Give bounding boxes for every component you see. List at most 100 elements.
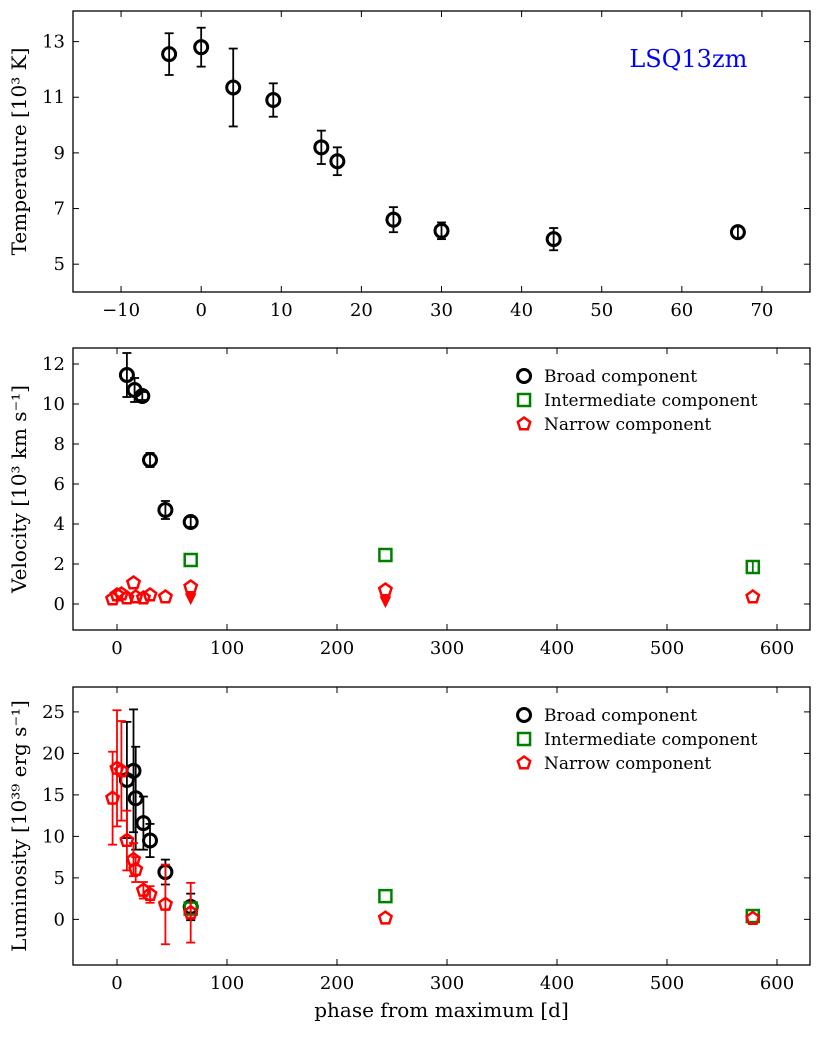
temperature-panel: −10 0 10 20 30 40 50 60 70 5 7 9 11 13 Temperature [10…: [7, 10, 811, 321]
pentagon-marker: [377, 910, 394, 925]
x-tick-label: 0: [111, 638, 122, 659]
y-tick-label: 12: [42, 354, 65, 375]
pentagon-marker: [377, 581, 394, 597]
y-axis-label: Temperature [10³ K]: [7, 48, 31, 256]
x-tick-label: 200: [320, 638, 354, 659]
series-circle: [118, 708, 199, 922]
y-tick-label: 15: [42, 785, 65, 806]
circle-marker: [433, 222, 450, 239]
x-tick-label: 30: [430, 300, 453, 321]
x-axis-label: phase from maximum [d]: [314, 998, 569, 1022]
x-tick-label: 60: [670, 300, 693, 321]
circle-marker: [134, 388, 151, 404]
y-tick-label: 25: [42, 702, 65, 723]
object-name-annotation: LSQ13zm: [629, 45, 747, 73]
y-tick-label: 4: [54, 514, 65, 535]
circle-marker: [157, 502, 174, 518]
pentagon-marker: [183, 904, 199, 920]
pentagon-marker: [128, 588, 144, 604]
x-tick-label: 500: [650, 638, 684, 659]
pentagon-marker: [128, 861, 144, 877]
circle-marker: [313, 139, 330, 156]
legend-label: Intermediate component: [544, 730, 758, 750]
pentagon-marker: [516, 415, 532, 431]
circle-marker: [193, 39, 210, 56]
pentagon-marker: [745, 910, 761, 926]
pentagon-marker: [745, 588, 761, 604]
y-tick-label: 10: [42, 394, 65, 415]
y-tick-label: 5: [54, 868, 65, 889]
pentagon-marker: [119, 832, 135, 848]
y-tick-label: 20: [42, 743, 65, 764]
x-tick-label: 0: [111, 973, 122, 994]
circle-marker: [545, 231, 562, 248]
circle-marker: [142, 452, 158, 468]
x-tick-label: 400: [540, 638, 574, 659]
circle-marker: [118, 367, 135, 383]
legend-label: Broad component: [544, 367, 697, 387]
series-circle: [118, 352, 199, 530]
x-tick-label: 200: [320, 973, 354, 994]
y-tick-label: 6: [54, 474, 65, 495]
y-tick-label: 10: [42, 826, 65, 847]
plot-frame: [72, 686, 811, 966]
legend-label: Broad component: [544, 706, 697, 726]
square-marker: [378, 547, 393, 563]
series-pentagon: [104, 709, 761, 946]
pentagon-marker: [113, 762, 130, 778]
circle-marker: [127, 790, 144, 807]
circle-marker: [516, 368, 533, 384]
y-tick-label: 11: [42, 87, 65, 108]
pentagon-marker: [157, 588, 174, 604]
luminosity-panel: 0 100 200 300 400 500 600 0 5 10 15 20 25 Luminosity …: [7, 686, 811, 1022]
x-tick-label: 600: [760, 638, 794, 659]
square-marker: [378, 888, 393, 904]
upper-limit-marker: [379, 596, 392, 609]
velocity-panel: 0 100 200 300 400 500 600 0 2 4 6 8 10 12 Velocity [10…: [7, 347, 811, 659]
pentagon-marker: [142, 886, 158, 901]
x-tick-label: 400: [540, 973, 574, 994]
y-axis-label: Luminosity [10³⁹ erg s⁻¹]: [7, 700, 31, 952]
y-tick-label: 8: [54, 434, 65, 455]
x-tick-label: 50: [590, 300, 613, 321]
y-tick-label: 5: [54, 254, 65, 275]
pentagon-marker: [135, 589, 152, 605]
x-tick-label: 0: [195, 300, 206, 321]
series-pentagon: [104, 574, 761, 609]
legend-label: Narrow component: [544, 754, 711, 774]
circle-marker: [729, 224, 746, 241]
y-tick-label: 0: [54, 909, 65, 930]
x-tick-label: −10: [102, 300, 140, 321]
x-tick-label: 100: [210, 638, 244, 659]
y-tick-label: 13: [42, 32, 65, 53]
x-tick-label: 500: [650, 973, 684, 994]
pentagon-marker: [125, 574, 142, 590]
y-axis-label: Velocity [10³ km s⁻¹]: [7, 385, 31, 594]
square-marker: [516, 731, 532, 747]
x-tick-label: 40: [510, 300, 533, 321]
square-marker: [183, 552, 198, 568]
series-square: [183, 888, 761, 924]
x-tick-label: 10: [270, 300, 293, 321]
circle-marker: [385, 211, 402, 228]
x-tick-label: 100: [210, 973, 244, 994]
square-marker: [745, 559, 761, 575]
series-square: [183, 547, 761, 575]
legend: Broad component Intermediate component Nar…: [516, 367, 758, 435]
pentagon-marker: [157, 896, 174, 911]
y-tick-label: 0: [54, 594, 65, 615]
x-tick-label: 70: [750, 300, 773, 321]
x-tick-label: 300: [430, 973, 464, 994]
legend-label: Narrow component: [544, 415, 711, 435]
y-tick-label: 7: [54, 199, 65, 220]
upper-limit-marker: [184, 593, 197, 606]
y-tick-label: 9: [54, 143, 65, 164]
circle-marker: [182, 514, 199, 530]
circle-marker: [225, 79, 242, 96]
plot-frame: [72, 347, 811, 631]
pentagon-marker: [142, 586, 158, 602]
x-tick-label: 300: [430, 638, 464, 659]
circle-marker: [161, 46, 178, 63]
circle-marker: [142, 832, 158, 849]
